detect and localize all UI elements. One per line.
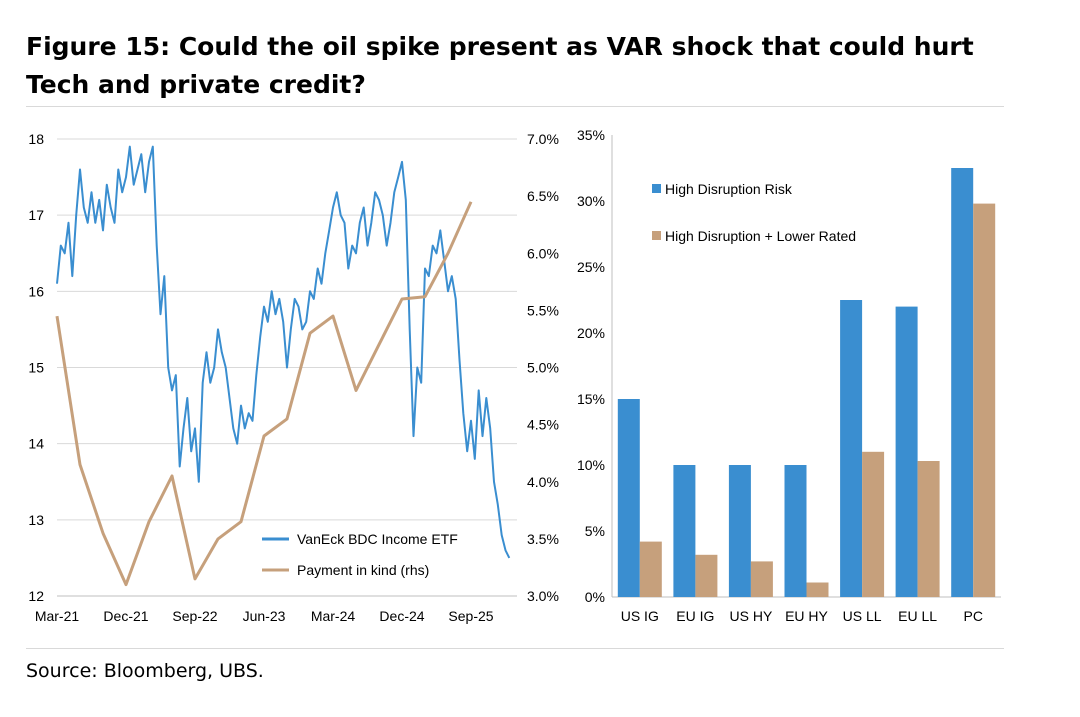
x-tick-label: EU LL [898,608,937,624]
x-tick-label: Sep-22 [172,608,217,624]
legend-label-high-disruption-lower-rated: High Disruption + Lower Rated [665,228,856,244]
right-chart-legend: High Disruption Risk High Disruption + L… [652,181,856,244]
bar [973,203,996,597]
x-tick-label: Dec-21 [103,608,148,624]
bar [840,300,863,597]
x-tick-label: US LL [843,608,882,624]
y-tick-label: 10% [577,457,605,473]
bar [806,582,829,597]
y-tick-label-left: 17 [28,207,44,223]
y-tick-label-right: 6.5% [527,188,559,204]
y-tick-label-right: 4.5% [527,417,559,433]
x-tick-label: Sep-25 [448,608,493,624]
y-tick-label-left: 16 [28,283,44,299]
x-tick-label: PC [963,608,982,624]
legend-swatch-high-disruption-lower-rated [652,231,661,240]
x-tick-label: US IG [621,608,659,624]
bar [673,465,696,597]
source-note: Source: Bloomberg, UBS. [26,660,264,682]
bar [695,554,718,597]
y-tick-label: 30% [577,193,605,209]
bar [895,306,918,597]
y-tick-label-right: 4.0% [527,474,559,490]
x-tick-label: Mar-21 [35,608,80,624]
right-chart-tick-labels: 0% 5% 10% 15% 20% 25% 30% 35% US IG EU IG US HY EU … [577,127,983,624]
y-tick-label-right: 5.0% [527,360,559,376]
left-chart-lines [55,145,511,587]
y-tick-label: 5% [585,523,605,539]
y-tick-label: 15% [577,391,605,407]
y-tick-label-left: 12 [28,588,44,604]
bottom-rule [26,648,1004,649]
y-tick-label-right: 3.5% [527,531,559,547]
x-tick-label: Dec-24 [379,608,424,624]
series-line-payment-in-kind [55,201,473,587]
x-tick-label: Jun-23 [243,608,286,624]
y-tick-label: 0% [585,589,605,605]
figure-title: Figure 15: Could the oil spike present a… [26,32,974,99]
bar [750,561,773,597]
bar [728,465,751,597]
y-tick-label: 25% [577,259,605,275]
left-chart-tick-labels: 12 13 14 15 16 17 18 3.0% 3.5% 4.0% 4.5% 5.0% 5.5% 6.… [28,131,559,624]
bar [617,399,640,597]
legend-label-payment-in-kind: Payment in kind (rhs) [297,562,429,578]
y-tick-label-right: 3.0% [527,588,559,604]
y-tick-label-right: 6.0% [527,245,559,261]
x-tick-label: EU HY [785,608,828,624]
legend-swatch-high-disruption-risk [652,184,661,193]
legend-label-vaneck-bdc-etf: VanEck BDC Income ETF [297,531,458,547]
bar [862,451,885,597]
y-tick-label: 20% [577,325,605,341]
bar [917,461,940,597]
bar [784,465,807,597]
legend-label-high-disruption-risk: High Disruption Risk [665,181,793,197]
right-chart-bars [617,168,996,597]
left-chart-legend: VanEck BDC Income ETF Payment in kind (r… [262,531,458,578]
top-rule [26,106,1004,107]
x-tick-label: US HY [730,608,773,624]
y-tick-label-left: 13 [28,512,44,528]
series-line-vaneck-bdc-etf [56,145,511,559]
bar [639,541,662,597]
y-tick-label-right: 7.0% [527,131,559,147]
x-tick-label: EU IG [676,608,714,624]
x-tick-label: Mar-24 [311,608,356,624]
y-tick-label-left: 15 [28,360,44,376]
y-tick-label: 35% [577,127,605,143]
y-tick-label-left: 18 [28,131,44,147]
y-tick-label-left: 14 [28,436,44,452]
y-tick-label-right: 5.5% [527,302,559,318]
bar [951,168,974,597]
